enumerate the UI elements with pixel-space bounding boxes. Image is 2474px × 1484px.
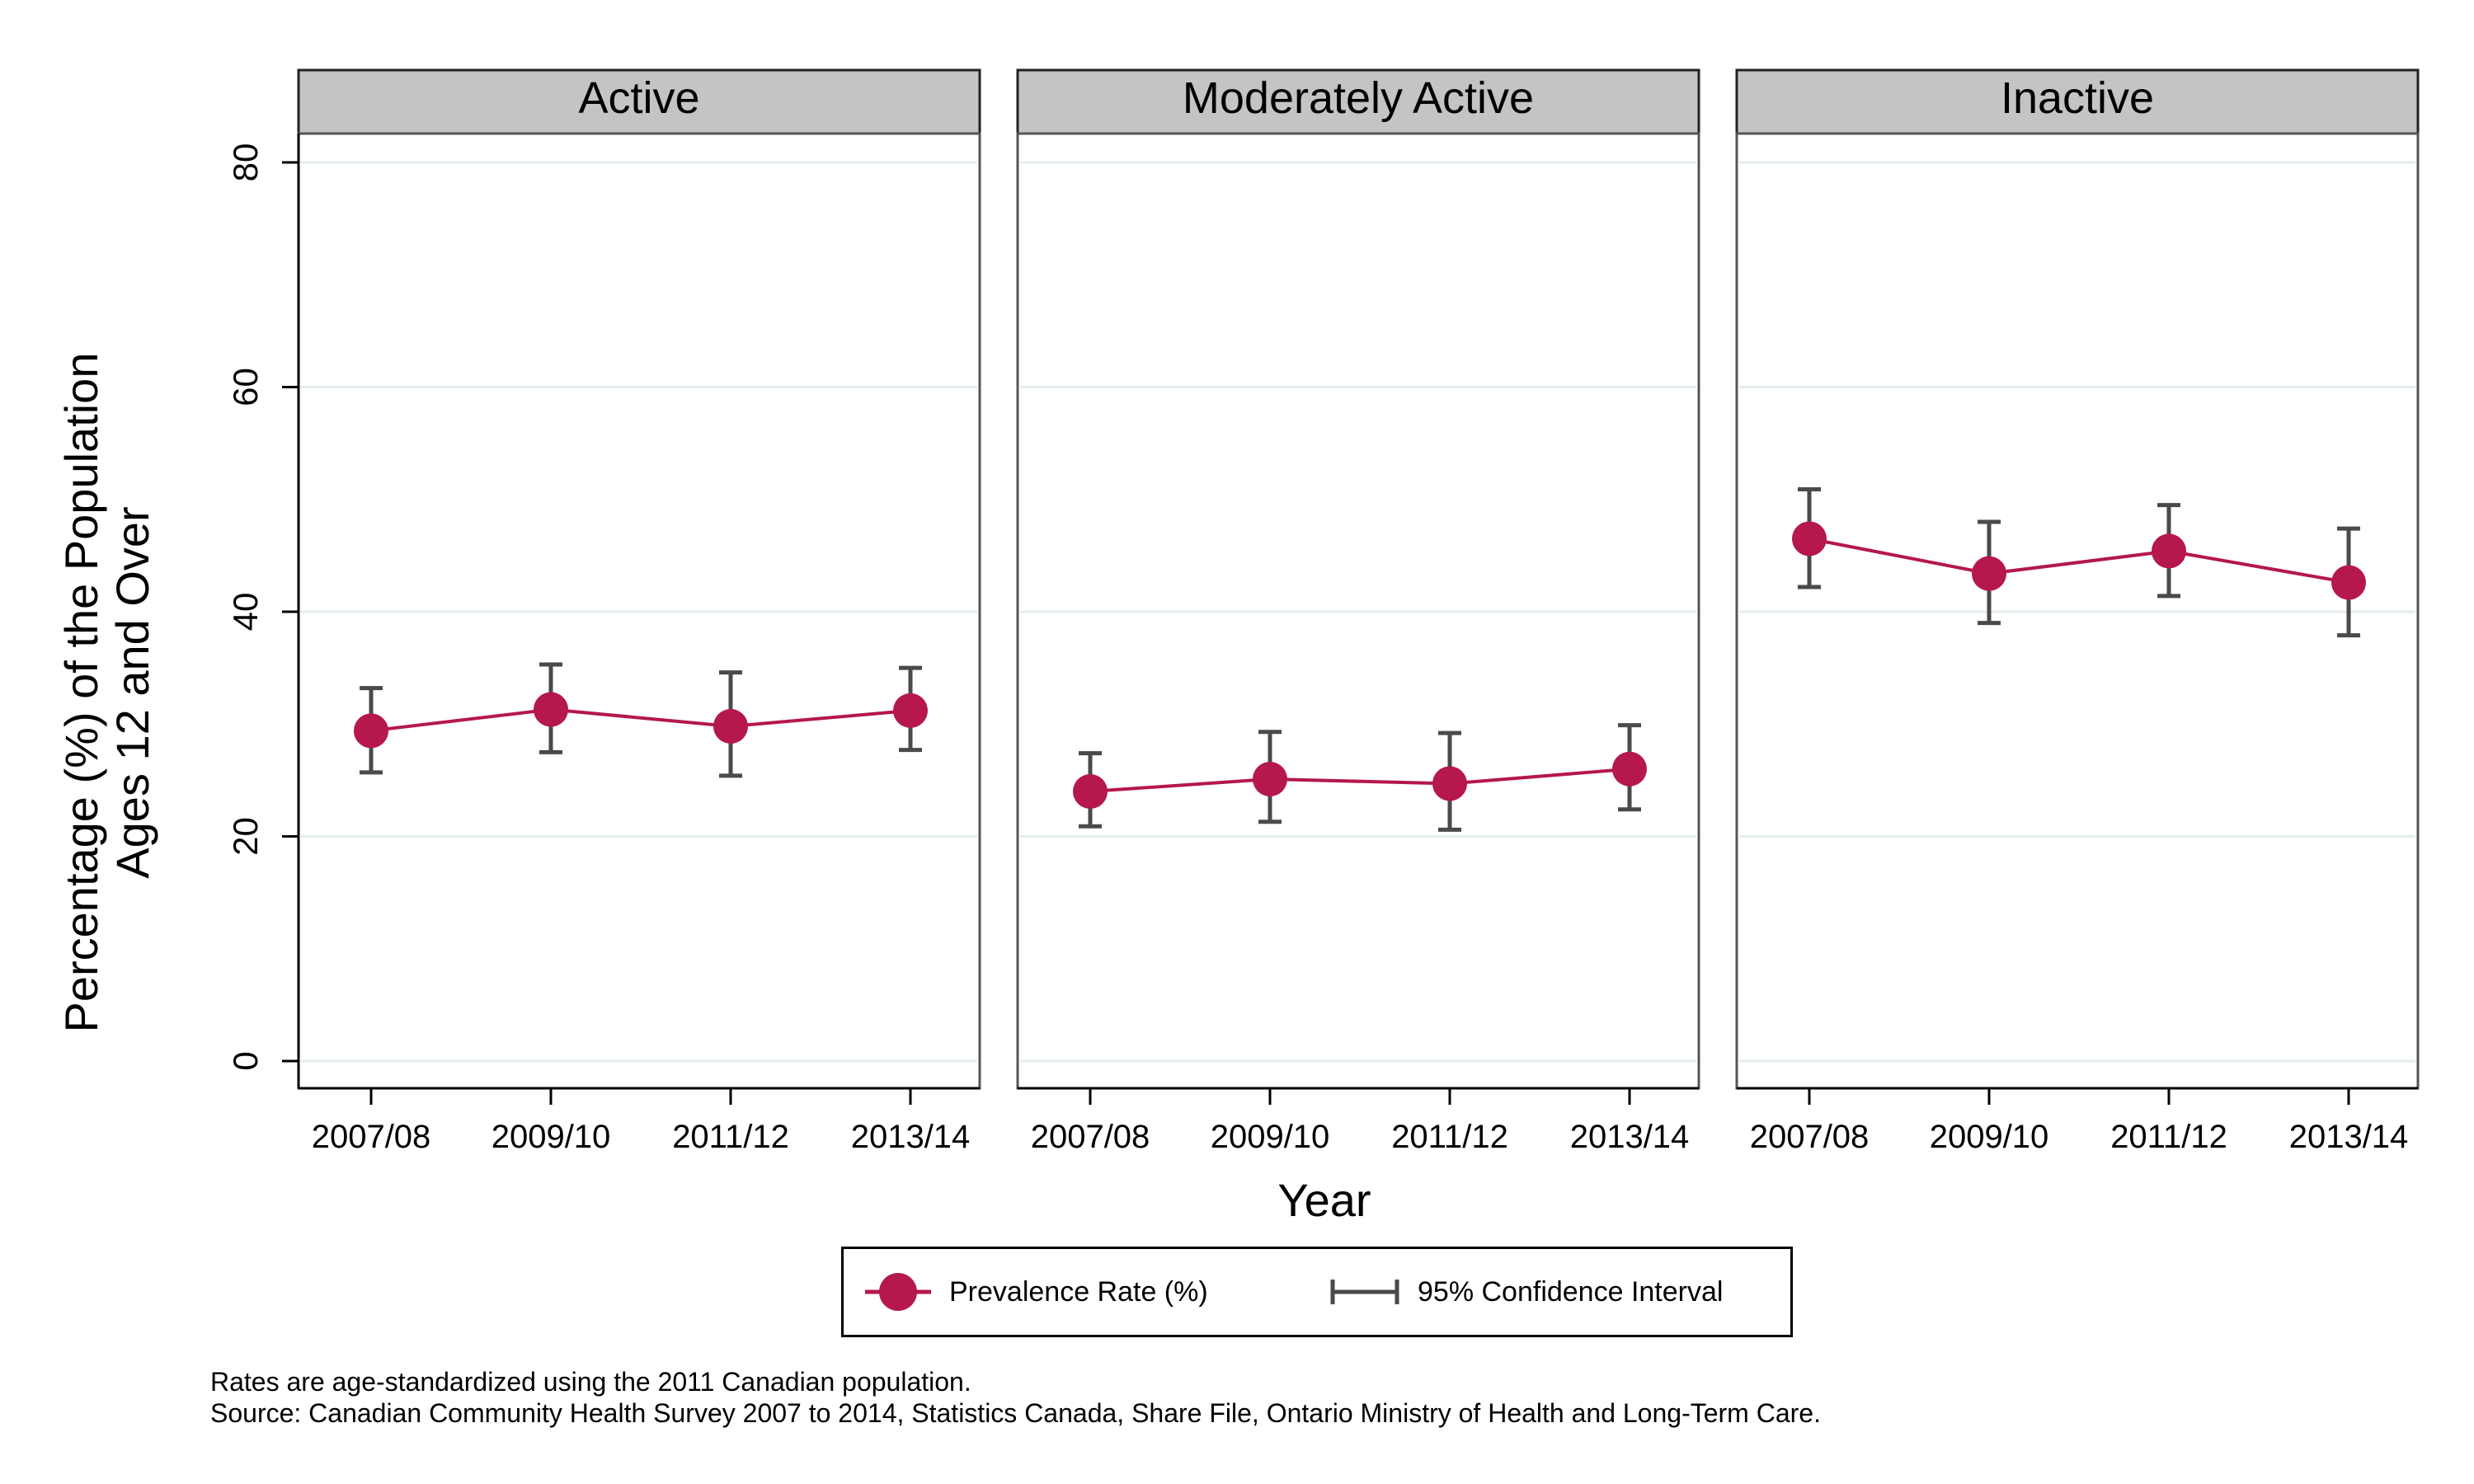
data-point xyxy=(713,708,748,744)
panel-title: Inactive xyxy=(2001,73,2154,123)
x-tick-label: 2011/12 xyxy=(1391,1119,1508,1155)
legend-label-ci: 95% Confidence Interval xyxy=(1418,1275,1724,1308)
x-tick-label: 2009/10 xyxy=(1930,1119,2049,1155)
legend-item-prevalence: Prevalence Rate (%) xyxy=(865,1249,1208,1335)
legend-label-prevalence: Prevalence Rate (%) xyxy=(949,1275,1208,1308)
y-tick-label: 80 xyxy=(226,143,265,182)
legend: Prevalence Rate (%) 95% Confidence Inter… xyxy=(841,1247,1793,1337)
x-tick-label: 2011/12 xyxy=(2110,1119,2227,1155)
data-point xyxy=(893,693,928,728)
x-axis-title: Year xyxy=(1277,1174,1371,1226)
x-tick-label: 2013/14 xyxy=(2289,1119,2409,1155)
panel-header xyxy=(297,68,981,135)
series-line xyxy=(370,707,911,733)
x-tick-label: 2009/10 xyxy=(1211,1119,1330,1155)
y-tick-label: 60 xyxy=(226,368,265,406)
data-point xyxy=(534,692,568,727)
y-axis: 0 20 40 60 80 xyxy=(226,134,300,1088)
panel-title: Moderately Active xyxy=(1183,73,1534,123)
data-point xyxy=(2331,565,2366,600)
legend-ci-icon xyxy=(1330,1280,1399,1304)
y-axis-title-line2: Ages 12 and Over xyxy=(106,506,158,878)
series-line xyxy=(1089,767,1630,793)
data-point xyxy=(354,713,388,749)
x-tick-label: 2013/14 xyxy=(851,1119,971,1155)
data-point xyxy=(2152,533,2186,569)
x-tick-label: 2011/12 xyxy=(672,1119,789,1155)
x-tick-label: 2007/08 xyxy=(1750,1119,1870,1155)
legend-marker-icon xyxy=(865,1273,931,1311)
data-point xyxy=(1073,774,1108,809)
y-tick-label: 0 xyxy=(226,1051,265,1070)
data-point xyxy=(1612,751,1647,787)
x-tick-label: 2013/14 xyxy=(1570,1119,1690,1155)
series-line xyxy=(1808,537,2349,585)
data-point xyxy=(1253,762,1287,797)
data-point xyxy=(1972,556,2006,591)
y-axis-title-line1: Percentage (%) of the Population xyxy=(55,353,107,1033)
footnotes: Rates are age-standardized using the 201… xyxy=(210,1366,1821,1429)
legend-item-ci: 95% Confidence Interval xyxy=(1330,1249,1723,1335)
panel-active: Active 2007/08 2009/10 2011/12 2013/14 xyxy=(297,68,981,1155)
y-tick-label: 20 xyxy=(226,817,265,856)
x-tick-label: 2009/10 xyxy=(492,1119,611,1155)
footnote-standardization: Rates are age-standardized using the 201… xyxy=(210,1367,971,1397)
footnote-source: Source: Canadian Community Health Survey… xyxy=(210,1398,1821,1428)
panel-inactive: Inactive 2007/08 2009/10 2011/12 2013/14 xyxy=(1735,68,2420,1155)
x-tick-label: 2007/08 xyxy=(1031,1119,1150,1155)
panel-title: Active xyxy=(578,73,699,123)
y-tick-label: 40 xyxy=(226,593,265,632)
data-point xyxy=(1792,521,1827,556)
data-point xyxy=(1432,766,1467,801)
panel-moderately-active: Moderately Active 2007/08 2009/10 2011/12 20… xyxy=(1016,68,1700,1155)
x-tick-label: 2007/08 xyxy=(312,1119,431,1155)
